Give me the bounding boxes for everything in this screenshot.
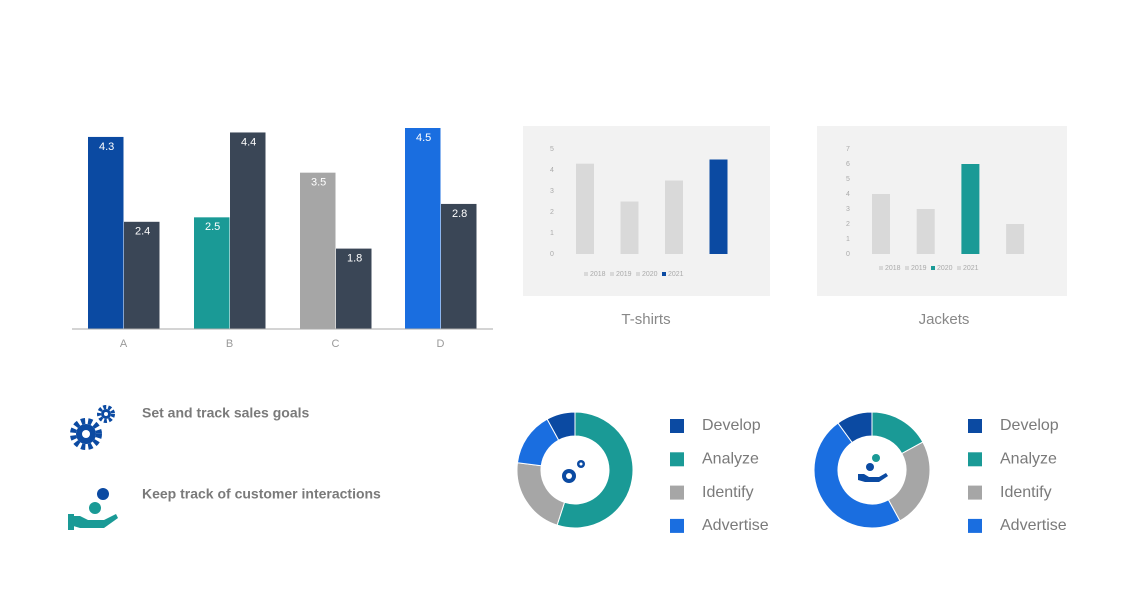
legend-swatch <box>968 419 982 433</box>
bar <box>576 163 594 254</box>
legend-label: 2018 <box>885 265 901 272</box>
x-tick-label: C <box>332 338 340 350</box>
legend-label: Advertise <box>1000 517 1067 534</box>
legend-swatch <box>968 518 982 533</box>
value-label: 4.5 <box>416 132 431 144</box>
y-tick-label: 4 <box>846 191 850 198</box>
chart-title: Jackets <box>919 311 970 328</box>
legend-swatch <box>662 272 666 276</box>
legend-swatch <box>879 266 883 270</box>
donut-icon <box>858 454 888 482</box>
legend-label: 2018 <box>590 271 606 278</box>
legend-swatch <box>931 266 935 270</box>
x-tick-label: D <box>437 338 445 350</box>
bar <box>709 159 728 254</box>
feature-text: Set and track sales goals <box>142 405 310 421</box>
y-tick-label: 4 <box>550 167 554 174</box>
bar <box>405 128 441 329</box>
bar <box>1006 224 1025 254</box>
bar <box>336 248 372 329</box>
donut-slice <box>516 462 566 526</box>
legend-label: 2019 <box>911 265 927 272</box>
legend-swatch <box>610 272 614 276</box>
legend-label: Analyze <box>702 451 759 468</box>
legend-label: 2021 <box>668 271 684 278</box>
y-tick-label: 1 <box>846 236 850 243</box>
legend-swatch <box>968 452 982 467</box>
y-tick-label: 3 <box>846 206 850 213</box>
bar <box>916 209 935 254</box>
y-tick-label: 0 <box>550 251 554 258</box>
y-tick-label: 6 <box>846 161 850 168</box>
y-tick-label: 0 <box>846 251 850 258</box>
legend-label: 2021 <box>963 265 979 272</box>
bar <box>872 194 890 254</box>
hand-icon <box>68 488 118 530</box>
y-tick-label: 5 <box>550 146 554 153</box>
legend-swatch <box>957 266 961 270</box>
legend-label: Advertise <box>702 517 769 534</box>
value-label: 2.8 <box>452 208 467 220</box>
donut-slice <box>556 411 634 529</box>
y-tick-label: 5 <box>846 176 850 183</box>
donut-slice <box>516 418 560 467</box>
donut-icon <box>562 460 585 483</box>
y-tick-label: 7 <box>846 146 850 153</box>
legend-label: Analyze <box>1000 451 1057 468</box>
legend-swatch <box>670 518 684 533</box>
panel <box>817 126 1067 296</box>
chart-title: T-shirts <box>621 311 670 328</box>
bar <box>230 132 266 329</box>
bar <box>300 172 336 329</box>
value-label: 4.4 <box>241 136 256 148</box>
legend-label: Identify <box>1000 484 1052 501</box>
value-label: 2.4 <box>135 226 150 238</box>
x-tick-label: A <box>120 338 128 350</box>
legend-label: 2020 <box>642 271 658 278</box>
legend-swatch <box>636 272 640 276</box>
y-tick-label: 2 <box>846 221 850 228</box>
legend-swatch <box>670 485 684 500</box>
bar <box>665 180 683 254</box>
donut-slice <box>813 422 901 529</box>
bar <box>194 217 230 329</box>
legend-label: 2019 <box>616 271 632 278</box>
gears-icon <box>70 405 115 450</box>
value-label: 1.8 <box>347 253 362 265</box>
legend-label: Develop <box>702 417 761 434</box>
legend-swatch <box>670 452 684 467</box>
bar <box>961 164 980 254</box>
panel <box>523 126 770 296</box>
legend-swatch <box>968 485 982 500</box>
legend-label: Identify <box>702 484 754 501</box>
bar <box>620 201 639 254</box>
legend-label: 2020 <box>937 265 953 272</box>
legend-swatch <box>670 419 684 433</box>
y-tick-label: 1 <box>550 230 554 237</box>
y-tick-label: 2 <box>550 209 554 216</box>
value-label: 3.5 <box>311 177 326 189</box>
feature-text: Keep track of customer interactions <box>142 486 381 502</box>
x-tick-label: B <box>226 338 233 350</box>
bar <box>441 203 477 329</box>
value-label: 2.5 <box>205 221 220 233</box>
legend-label: Develop <box>1000 417 1059 434</box>
y-tick-label: 3 <box>550 188 554 195</box>
bar <box>124 221 160 329</box>
value-label: 4.3 <box>99 141 114 153</box>
bar <box>88 136 124 329</box>
legend-swatch <box>905 266 909 270</box>
donut-slice <box>887 441 931 522</box>
legend-swatch <box>584 272 588 276</box>
